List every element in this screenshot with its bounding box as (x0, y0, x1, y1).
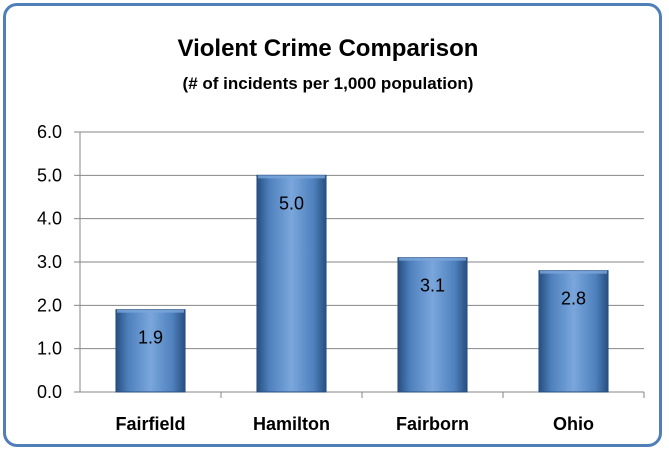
y-tick-label: 6.0 (37, 122, 62, 142)
chart-frame: Violent Crime Comparison (# of incidents… (3, 3, 662, 447)
y-tick-label: 2.0 (37, 295, 62, 315)
bar-top-highlight (257, 175, 326, 179)
data-label: 3.1 (420, 276, 445, 296)
x-tick-label: Hamilton (253, 414, 330, 434)
bar-top-highlight (398, 257, 467, 261)
chart-subtitle: (# of incidents per 1,000 population) (183, 74, 474, 93)
data-label: 5.0 (279, 193, 304, 213)
y-tick-label: 0.0 (37, 382, 62, 402)
data-label: 1.9 (138, 328, 163, 348)
x-tick-label: Fairborn (396, 414, 469, 434)
bar-fairborn (397, 257, 468, 393)
data-label: 2.8 (561, 289, 586, 309)
bars (115, 174, 609, 393)
y-tick-label: 3.0 (37, 252, 62, 272)
bar-top-highlight (539, 270, 608, 274)
bar-top-highlight (116, 309, 185, 313)
y-tick-label: 4.0 (37, 209, 62, 229)
y-tick-label: 5.0 (37, 165, 62, 185)
x-tick-label: Ohio (553, 414, 594, 434)
labels: 0.0 1.0 2.0 3.0 4.0 5.0 6.0 1.9 Fairfield 5.0 Hami… (37, 122, 594, 434)
bar-chart: Violent Crime Comparison (# of incidents… (37, 35, 645, 434)
chart-title: Violent Crime Comparison (178, 35, 479, 62)
x-tick-label: Fairfield (115, 414, 185, 434)
y-tick-label: 1.0 (37, 339, 62, 359)
bar-ohio (538, 270, 609, 393)
bar-fairfield (115, 309, 186, 393)
